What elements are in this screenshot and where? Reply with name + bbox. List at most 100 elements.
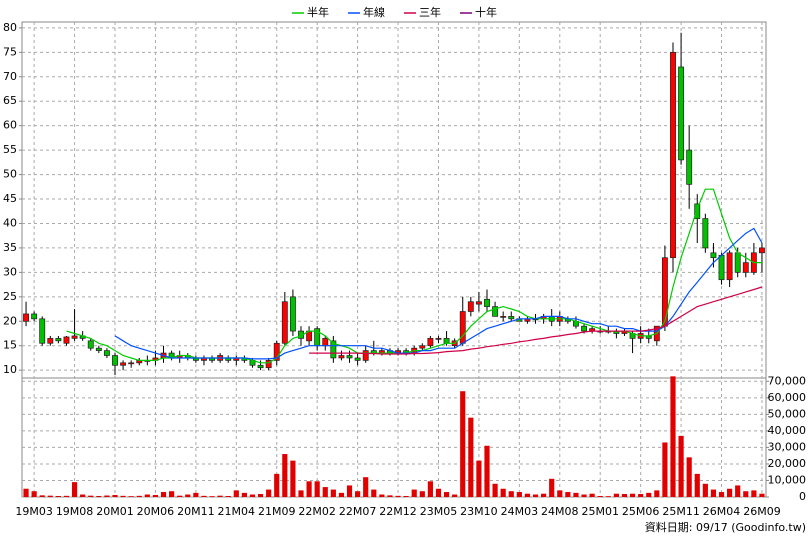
candle-body	[63, 336, 70, 344]
volume-bar	[484, 445, 490, 497]
volume-bar	[387, 495, 393, 497]
candle-body	[435, 338, 442, 340]
volume-bar	[306, 481, 312, 497]
volume-bar	[581, 494, 587, 497]
legend-label: 年線	[363, 5, 385, 19]
y-tick-label: 20	[3, 314, 17, 327]
legend-label: 十年	[475, 5, 497, 19]
y-tick-label: 55	[3, 143, 17, 156]
volume-bar	[193, 492, 199, 497]
candle-body	[273, 342, 280, 361]
candle-body	[103, 350, 110, 356]
candle-body	[346, 355, 353, 359]
y-tick-label: 10,000	[768, 473, 807, 486]
candle-body	[686, 149, 693, 185]
x-tick-label: 24M03	[501, 505, 539, 518]
y-tick-label: 50,000	[768, 407, 807, 420]
candle-body	[678, 66, 685, 161]
volume-bar	[516, 492, 522, 497]
volume-bar	[80, 494, 86, 497]
y-tick-label: 60	[3, 119, 17, 132]
x-tick-label: 22M02	[298, 505, 336, 518]
candle-body	[55, 338, 62, 342]
volume-bar	[718, 492, 725, 497]
volume-bar	[727, 488, 733, 497]
volume-bar	[735, 485, 741, 497]
y-tick-label: 70	[3, 70, 17, 83]
volume-bar	[541, 493, 547, 497]
candle-body	[492, 306, 499, 317]
x-tick-label: 20M06	[137, 505, 175, 518]
volume-bar	[338, 492, 345, 497]
volume-bar	[524, 493, 531, 497]
candle-body	[128, 362, 135, 365]
volume-bar	[136, 495, 142, 497]
candle-body	[710, 252, 717, 259]
volume-bar	[476, 460, 482, 497]
candle-body	[702, 218, 709, 249]
volume-bar	[112, 495, 118, 497]
y-tick-label: 10	[3, 363, 17, 376]
x-tick-label: 19M03	[15, 505, 53, 518]
volume-bar	[88, 495, 94, 497]
y-tick-label: 70,000	[768, 374, 807, 387]
volume-bar	[257, 494, 264, 497]
volume-bar	[557, 490, 563, 497]
x-tick-label: 23M05	[420, 505, 458, 518]
volume-bar	[120, 495, 126, 497]
volume-bar	[621, 494, 628, 497]
y-tick-label: 50	[3, 168, 17, 181]
candle-body	[484, 298, 490, 307]
x-tick-label: 20M11	[177, 505, 215, 518]
candle-body	[281, 301, 288, 344]
volume-bar	[597, 496, 603, 497]
candle-body	[726, 252, 733, 281]
volume-bar	[500, 488, 506, 497]
volume-bar	[613, 493, 619, 497]
volume-bar	[379, 494, 385, 497]
volume-bar	[670, 376, 676, 497]
candle-body	[31, 313, 38, 320]
volume-bar	[743, 491, 749, 497]
volume-bar	[532, 494, 539, 497]
candle-body	[427, 338, 434, 347]
candle-body	[120, 362, 127, 366]
ma-line	[309, 286, 763, 355]
volume-bar	[47, 495, 53, 497]
volume-bar	[169, 491, 175, 497]
y-tick-label: 80	[3, 21, 17, 34]
volume-bar	[274, 473, 280, 497]
volume-bar	[549, 478, 555, 497]
candle-body	[265, 360, 272, 369]
volume-bar	[460, 391, 466, 497]
candle-body	[47, 338, 54, 344]
y-tick-label: 20,000	[768, 457, 807, 470]
volume-bar	[508, 491, 514, 497]
volume-bar	[225, 496, 231, 497]
volume-bar	[39, 495, 45, 497]
candle-body	[581, 325, 587, 332]
candle-body	[419, 345, 426, 349]
candle-body	[718, 254, 725, 281]
x-tick-label: 21M09	[258, 505, 296, 518]
plot-area	[21, 21, 767, 379]
candle-body	[459, 311, 466, 344]
candle-body	[338, 355, 345, 359]
volume-bar	[96, 496, 102, 497]
volume-bar	[55, 496, 61, 497]
volume-bar	[710, 489, 717, 497]
volume-bar	[751, 490, 757, 497]
volume-bar	[694, 473, 700, 497]
candle-body	[71, 335, 78, 339]
y-tick-label: 60,000	[768, 391, 807, 404]
volume-bar	[330, 489, 336, 497]
volume-bar	[128, 496, 134, 497]
x-tick-label: 26M09	[743, 505, 781, 518]
y-tick-label: 0	[799, 490, 806, 503]
volume-bar	[678, 435, 684, 497]
volume-bar	[759, 493, 765, 497]
volume-bar	[209, 496, 215, 497]
volume-bar	[565, 492, 571, 497]
candle-body	[508, 316, 515, 320]
